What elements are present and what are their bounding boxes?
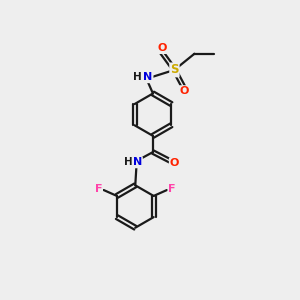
- Text: O: O: [157, 43, 167, 53]
- Text: H: H: [133, 72, 142, 82]
- Text: N: N: [143, 72, 153, 82]
- Text: S: S: [170, 63, 179, 76]
- Text: O: O: [170, 158, 179, 168]
- Text: F: F: [94, 184, 102, 194]
- Text: H: H: [124, 158, 132, 167]
- Text: F: F: [168, 184, 176, 194]
- Text: O: O: [180, 86, 189, 96]
- Text: N: N: [133, 158, 142, 167]
